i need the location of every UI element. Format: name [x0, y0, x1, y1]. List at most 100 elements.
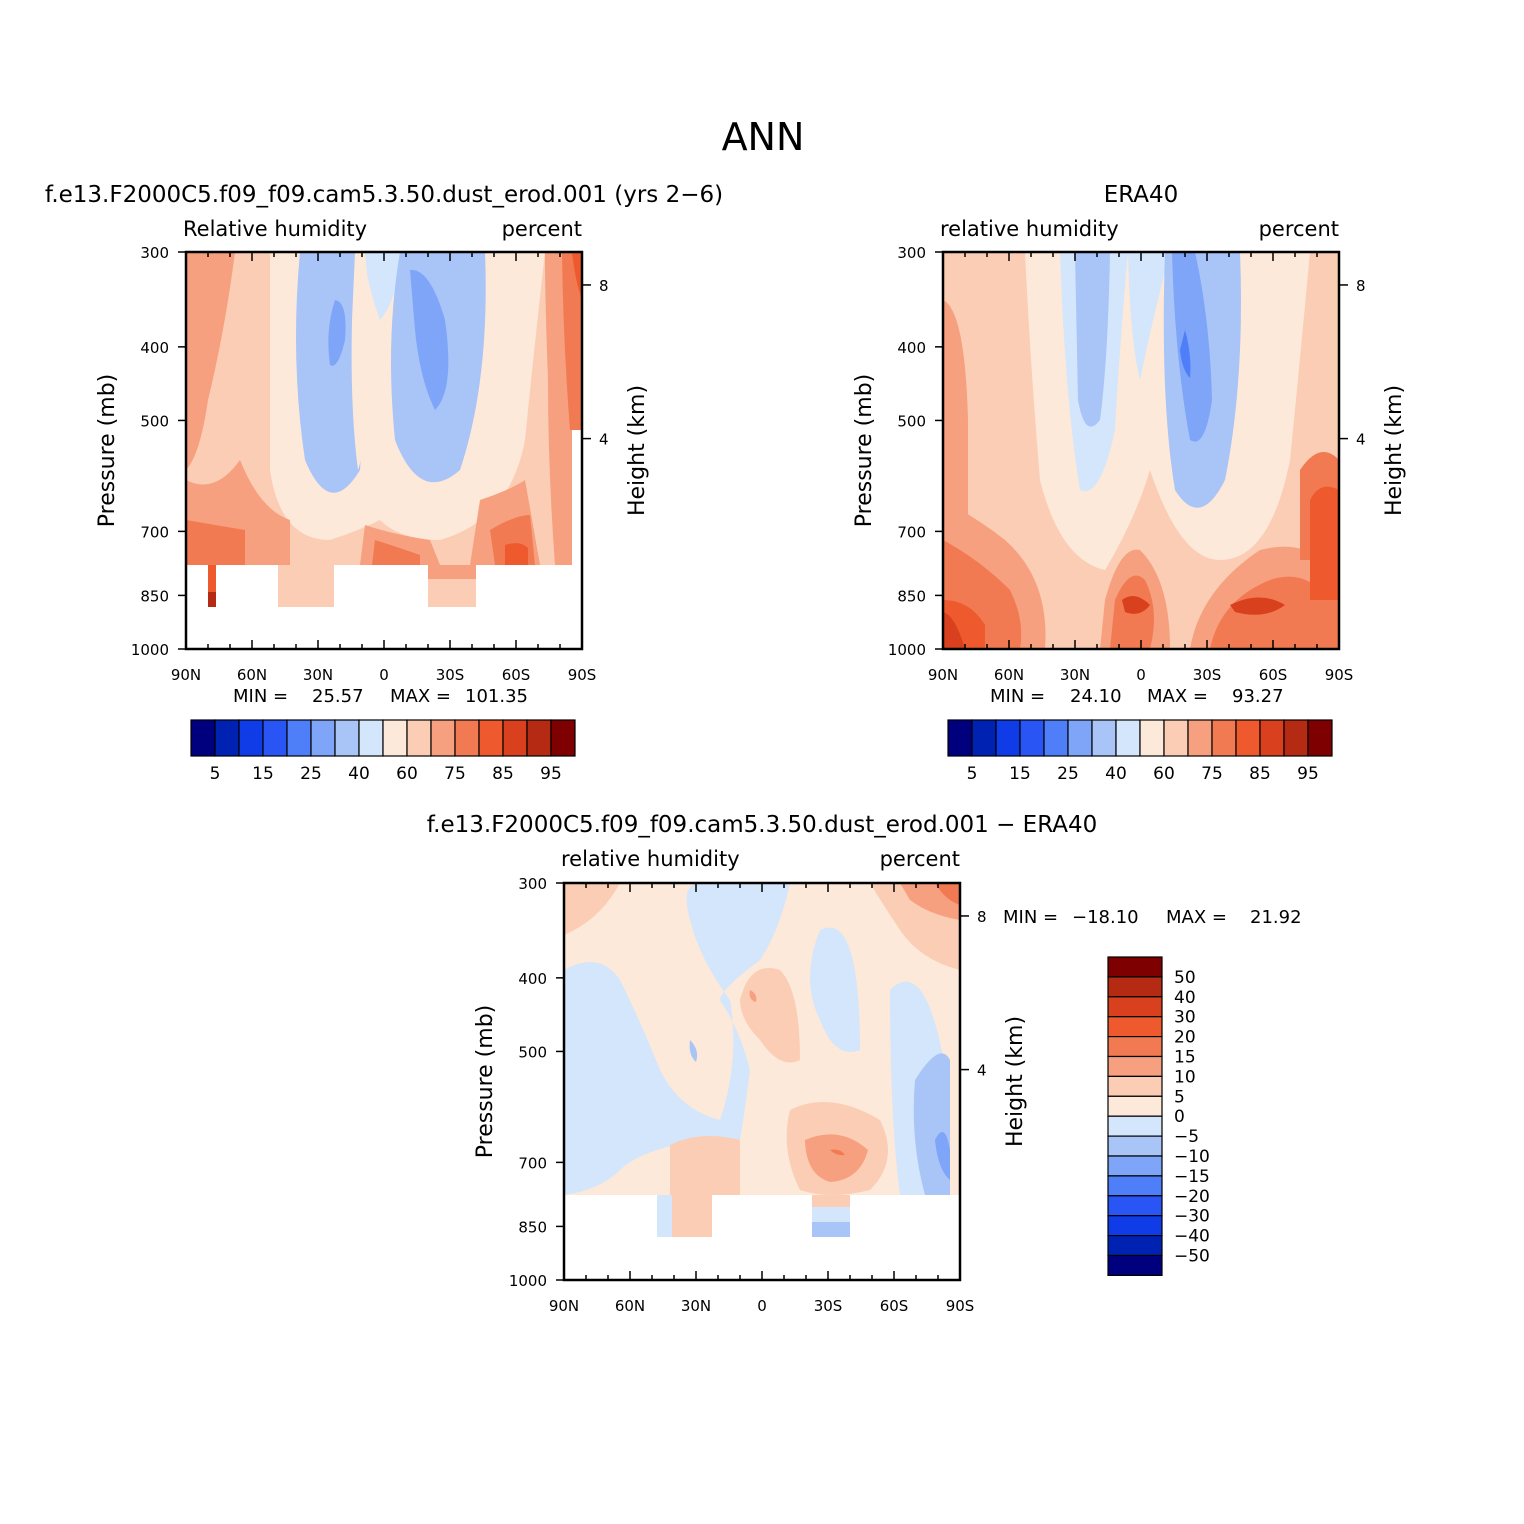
colorbar-label: 60: [396, 764, 418, 784]
x-tick-label: 30N: [681, 1297, 711, 1315]
panel-axes: 90N 60N 30N 0 30S 60S 90S 300 400 500 700 850 1000 8 4…: [473, 875, 1028, 1315]
p-tick-label: 700: [897, 523, 926, 541]
colorbar-swatch: [262, 719, 288, 757]
min-label: MIN =: [990, 686, 1045, 707]
p-tick-label: 400: [897, 339, 926, 357]
colorbar-label: −15: [1174, 1167, 1210, 1187]
field-label: relative humidity: [561, 847, 740, 871]
colorbar-label: 85: [492, 764, 514, 784]
colorbar-swatch: [1139, 719, 1165, 757]
colorbar-swatch: [1115, 719, 1141, 757]
colorbar-label: 95: [1297, 764, 1319, 784]
colorbar-swatch: [1107, 1155, 1163, 1177]
x-tick-label: 0: [1136, 666, 1146, 684]
max-value: 101.35: [465, 686, 528, 707]
colorbar-swatch: [947, 719, 973, 757]
max-value: 93.27: [1232, 686, 1284, 707]
x-tick-label: 60S: [880, 1297, 909, 1315]
x-tick-label: 30S: [814, 1297, 843, 1315]
stats-difference: MIN = −18.10 MAX = 21.92: [1003, 907, 1302, 928]
p-tick-label: 1000: [509, 1272, 547, 1290]
colorbar-swatch: [1107, 1055, 1163, 1077]
x-tick-label: 90S: [568, 666, 597, 684]
colorbar-swatch: [1163, 719, 1189, 757]
colorbar-label: 75: [1201, 764, 1223, 784]
x-tick-label: 90S: [1325, 666, 1354, 684]
x-tick-label: 90N: [171, 666, 201, 684]
h-tick-label: 8: [599, 277, 609, 295]
p-tick-label: 300: [518, 875, 547, 893]
colorbar-swatch: [1107, 1195, 1163, 1217]
p-tick-label: 700: [140, 523, 169, 541]
panel-difference: f.e13.F2000C5.f09_f09.cam5.3.50.dust_ero…: [427, 812, 1098, 1282]
colorbar-label: 10: [1174, 1067, 1196, 1087]
colorbar-swatch: [550, 719, 576, 757]
min-value: −18.10: [1072, 907, 1139, 928]
p-tick-label: 500: [518, 1043, 547, 1061]
colorbar-label: 0: [1174, 1107, 1185, 1127]
y-axis-title: Pressure (mb): [852, 374, 877, 528]
colorbar-label: 75: [444, 764, 466, 784]
y-axis-title: Pressure (mb): [473, 1005, 498, 1159]
colorbar-swatch: [1107, 996, 1163, 1018]
colorbar-label: 5: [1174, 1087, 1185, 1107]
colorbar-swatch: [454, 719, 480, 757]
x-tick-label: 0: [757, 1297, 767, 1315]
colorbar-label: 30: [1174, 1008, 1196, 1028]
y2-axis-title: Height (km): [1382, 385, 1407, 516]
min-label: MIN =: [233, 686, 288, 707]
y2-axis-title: Height (km): [1003, 1016, 1028, 1147]
colorbar-swatch: [286, 719, 312, 757]
colorbar-swatch: [1107, 1215, 1163, 1237]
colorbar-label: −40: [1174, 1227, 1210, 1247]
max-label: MAX =: [1147, 686, 1208, 707]
colorbar-swatch: [1107, 1095, 1163, 1117]
colorbar-swatch: [1091, 719, 1117, 757]
colorbar-label: 40: [1105, 764, 1127, 784]
p-tick-label: 500: [140, 412, 169, 430]
h-tick-label: 8: [1356, 277, 1366, 295]
x-tick-label: 60S: [1259, 666, 1288, 684]
panel-model: f.e13.F2000C5.f09_f09.cam5.3.50.dust_ero…: [45, 182, 723, 651]
h-tick-label: 4: [599, 431, 609, 449]
h-tick-label: 4: [977, 1062, 987, 1080]
max-label: MAX =: [1166, 907, 1227, 928]
field-label: relative humidity: [940, 217, 1119, 241]
horizontal-colorbar: 5 15 25 40 60 75 85 95: [190, 719, 576, 784]
colorbar-swatch: [1107, 1115, 1163, 1137]
colorbar-label: 50: [1174, 968, 1196, 988]
colorbar-swatch: [238, 719, 264, 757]
colorbar-swatch: [1307, 719, 1333, 757]
colorbar-swatch: [1107, 956, 1163, 978]
x-tick-label: 90S: [946, 1297, 975, 1315]
units-label: percent: [1259, 217, 1339, 241]
colorbar-swatch: [971, 719, 997, 757]
colorbar-label: −10: [1174, 1147, 1210, 1167]
p-tick-label: 700: [518, 1154, 547, 1172]
stats-model: MIN = 25.57 MAX = 101.35: [233, 686, 528, 707]
colorbar-label: 95: [540, 764, 562, 784]
colorbar-label: 15: [1174, 1048, 1196, 1068]
x-tick-label: 30S: [436, 666, 465, 684]
h-tick-label: 4: [1356, 431, 1366, 449]
colorbar-label: 40: [1174, 988, 1196, 1008]
p-tick-label: 300: [140, 244, 169, 262]
colorbar-swatch: [502, 719, 528, 757]
colorbar-swatch: [1283, 719, 1309, 757]
colorbar-swatch: [478, 719, 504, 757]
min-value: 24.10: [1070, 686, 1122, 707]
colorbar-swatch: [1211, 719, 1237, 757]
max-label: MAX =: [390, 686, 451, 707]
min-label: MIN =: [1003, 907, 1058, 928]
contour-field: [186, 252, 582, 649]
colorbar-label: 20: [1174, 1028, 1196, 1048]
colorbar-swatch: [1107, 1175, 1163, 1197]
main-title: ANN: [722, 115, 805, 159]
colorbar-swatch: [1107, 1035, 1163, 1058]
panel-title: f.e13.F2000C5.f09_f09.cam5.3.50.dust_ero…: [427, 812, 1098, 838]
x-tick-label: 90N: [928, 666, 958, 684]
contour-field: [943, 252, 1339, 649]
x-tick-label: 30S: [1193, 666, 1222, 684]
p-tick-label: 850: [518, 1218, 547, 1236]
